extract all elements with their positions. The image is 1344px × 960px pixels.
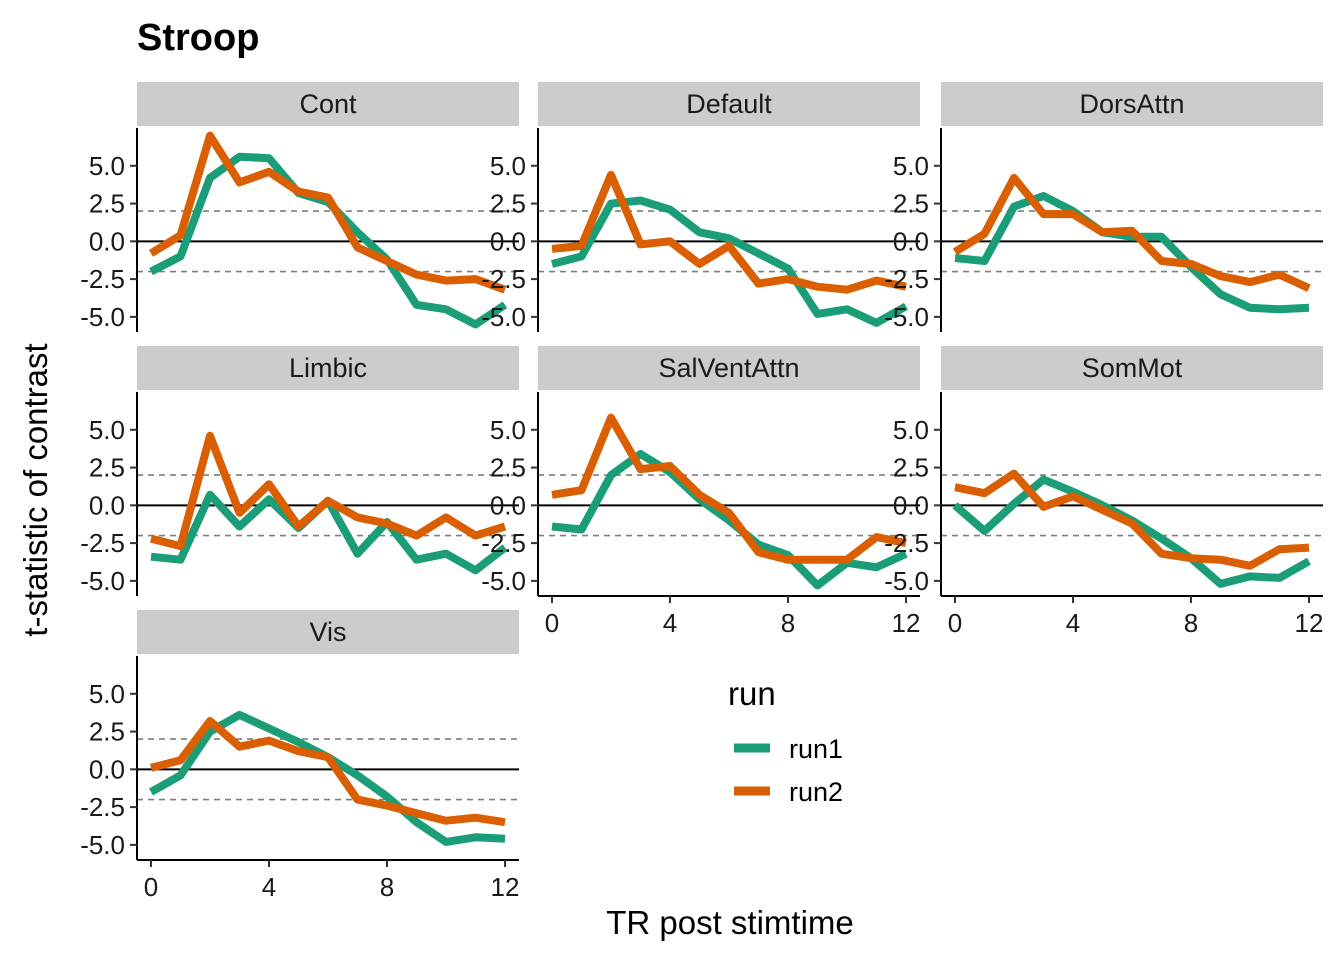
x-tick-label: 4 xyxy=(1066,608,1080,638)
y-tick-label: 5.0 xyxy=(89,679,125,709)
y-tick-label: -5.0 xyxy=(80,830,125,860)
panel-vis: Vis 5.0 2.5 0.0 -2.5 -5.0 0 4 8 12 xyxy=(80,610,519,902)
y-tick-label: 5.0 xyxy=(490,415,526,445)
strip-label-cont: Cont xyxy=(299,89,357,119)
y-tick-label: 0.0 xyxy=(893,226,929,256)
y-tick-label: 5.0 xyxy=(893,151,929,181)
y-tick-label: 2.5 xyxy=(893,453,929,483)
y-tick-label: 2.5 xyxy=(89,717,125,747)
x-tick-label: 4 xyxy=(663,608,677,638)
y-tick-label: 0.0 xyxy=(89,490,125,520)
series-line-run2 xyxy=(148,131,507,294)
y-tick-label: 2.5 xyxy=(89,453,125,483)
strip-limbic xyxy=(137,346,519,390)
x-tick-label: 4 xyxy=(262,872,276,902)
panel-sommot: SomMot 5.0 2.5 0.0 -2.5 -5.0 0 4 8 12 xyxy=(884,346,1323,638)
series-line-run2 xyxy=(954,469,1310,570)
y-tick-label: -2.5 xyxy=(884,264,929,294)
series-line-run1 xyxy=(952,475,1311,588)
y-tick-label: -5.0 xyxy=(80,302,125,332)
strip-label-default: Default xyxy=(686,89,772,119)
facet-panels: Cont 5.0 2.5 0.0 -2.5 -5.0 Default 5.0 2.5 0.0 -2.… xyxy=(80,82,1323,902)
strip-vis xyxy=(137,610,519,654)
series-line-run1 xyxy=(551,450,908,590)
panel-salventattn: SalVentAttn 5.0 2.5 0.0 -2.5 -5.0 0 4 8 12 xyxy=(481,346,920,638)
y-tick-label: -2.5 xyxy=(80,264,125,294)
strip-label-dorsattn: DorsAttn xyxy=(1079,89,1184,119)
strip-sommot xyxy=(941,346,1323,390)
y-tick-label: 2.5 xyxy=(893,189,929,219)
x-tick-label: 12 xyxy=(1295,608,1324,638)
x-tick-label: 0 xyxy=(545,608,559,638)
strip-label-limbic: Limbic xyxy=(289,353,367,383)
y-tick-label: 0.0 xyxy=(490,226,526,256)
y-tick-label: -2.5 xyxy=(481,264,526,294)
strip-label-sommot: SomMot xyxy=(1082,353,1183,383)
series-line-run2 xyxy=(952,173,1311,292)
y-tick-label: 0.0 xyxy=(893,490,929,520)
y-tick-label: 0.0 xyxy=(490,490,526,520)
panel-cont: Cont 5.0 2.5 0.0 -2.5 -5.0 xyxy=(80,82,519,332)
y-tick-label: -2.5 xyxy=(884,528,929,558)
series-line-run1 xyxy=(954,192,1310,314)
legend-title: run xyxy=(728,675,776,712)
y-tick-label: -5.0 xyxy=(481,566,526,596)
strip-salventattn xyxy=(538,346,920,390)
y-tick-label: 2.5 xyxy=(89,189,125,219)
legend: run run1 run2 xyxy=(728,675,843,807)
y-tick-label: 2.5 xyxy=(490,453,526,483)
x-tick-label: 0 xyxy=(948,608,962,638)
y-tick-label: -2.5 xyxy=(481,528,526,558)
y-tick-label: -2.5 xyxy=(80,792,125,822)
series-line-run2 xyxy=(150,717,506,827)
y-tick-label: 5.0 xyxy=(89,151,125,181)
x-tick-label: 8 xyxy=(380,872,394,902)
y-tick-label: -5.0 xyxy=(884,302,929,332)
series-line-run2 xyxy=(551,170,907,294)
y-tick-label: -5.0 xyxy=(80,566,125,596)
y-tick-label: 5.0 xyxy=(893,415,929,445)
series-line-run1 xyxy=(551,196,908,327)
panel-default: Default 5.0 2.5 0.0 -2.5 -5.0 xyxy=(481,82,920,332)
x-tick-label: 8 xyxy=(1184,608,1198,638)
y-tick-label: 0.0 xyxy=(89,226,125,256)
panel-limbic: Limbic 5.0 2.5 0.0 -2.5 -5.0 xyxy=(80,346,519,596)
legend-label-run1: run1 xyxy=(789,734,843,764)
y-tick-label: -5.0 xyxy=(884,566,929,596)
x-tick-label: 12 xyxy=(491,872,520,902)
strip-label-vis: Vis xyxy=(309,617,346,647)
panel-dorsattn: DorsAttn 5.0 2.5 0.0 -2.5 -5.0 xyxy=(884,82,1323,332)
y-tick-label: 2.5 xyxy=(490,189,526,219)
x-axis-title: TR post stimtime xyxy=(606,904,854,941)
y-tick-label: 5.0 xyxy=(89,415,125,445)
y-tick-label: 0.0 xyxy=(89,754,125,784)
x-tick-label: 8 xyxy=(781,608,795,638)
legend-label-run2: run2 xyxy=(789,777,843,807)
strip-cont xyxy=(137,82,519,126)
series-line-run2 xyxy=(150,431,507,551)
strip-label-salventattn: SalVentAttn xyxy=(658,353,799,383)
series-line-run2 xyxy=(551,413,907,564)
strip-dorsattn xyxy=(941,82,1323,126)
x-tick-label: 0 xyxy=(144,872,158,902)
y-axis-title: t-statistic of contrast xyxy=(17,343,54,636)
strip-default xyxy=(538,82,920,126)
y-tick-label: -2.5 xyxy=(80,528,125,558)
y-tick-label: -5.0 xyxy=(481,302,526,332)
x-tick-label: 12 xyxy=(892,608,921,638)
y-tick-label: 5.0 xyxy=(490,151,526,181)
chart-title: Stroop xyxy=(137,17,259,59)
